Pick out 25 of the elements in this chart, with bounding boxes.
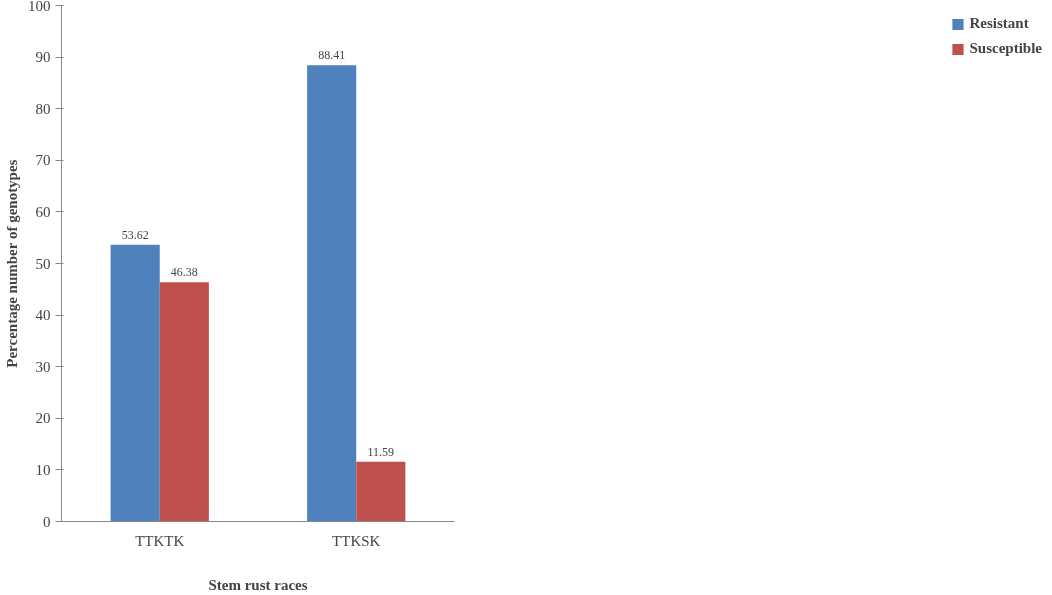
y-tick-label: 10	[35, 461, 51, 478]
x-tick-label: TTKSK	[332, 532, 381, 549]
bar	[307, 65, 357, 522]
data-label: 11.59	[367, 444, 395, 459]
legend-label: Susceptible	[969, 40, 1042, 57]
bar	[159, 282, 209, 522]
data-label: 88.41	[318, 48, 346, 63]
y-tick-label: 60	[35, 203, 51, 220]
x-axis-title: Stem rust races	[208, 576, 308, 593]
y-tick-label: 40	[35, 307, 51, 324]
y-tick-label: 0	[43, 513, 51, 530]
y-tick-label: 30	[35, 358, 51, 375]
y-tick-label: 80	[35, 100, 51, 117]
x-tick-label: TTKTK	[135, 532, 185, 549]
legend-label: Resistant	[969, 15, 1029, 32]
y-tick-label: 20	[35, 410, 51, 427]
y-tick-label: 100	[28, 0, 51, 14]
y-tick-label: 50	[35, 255, 51, 272]
data-label: 53.62	[121, 227, 149, 242]
bar	[110, 244, 160, 522]
y-axis-title: Percentage number of genotypes	[4, 159, 20, 368]
y-tick-label: 70	[35, 152, 51, 169]
bar	[356, 461, 406, 522]
data-label: 46.38	[170, 265, 198, 280]
y-tick-label: 90	[35, 49, 51, 66]
